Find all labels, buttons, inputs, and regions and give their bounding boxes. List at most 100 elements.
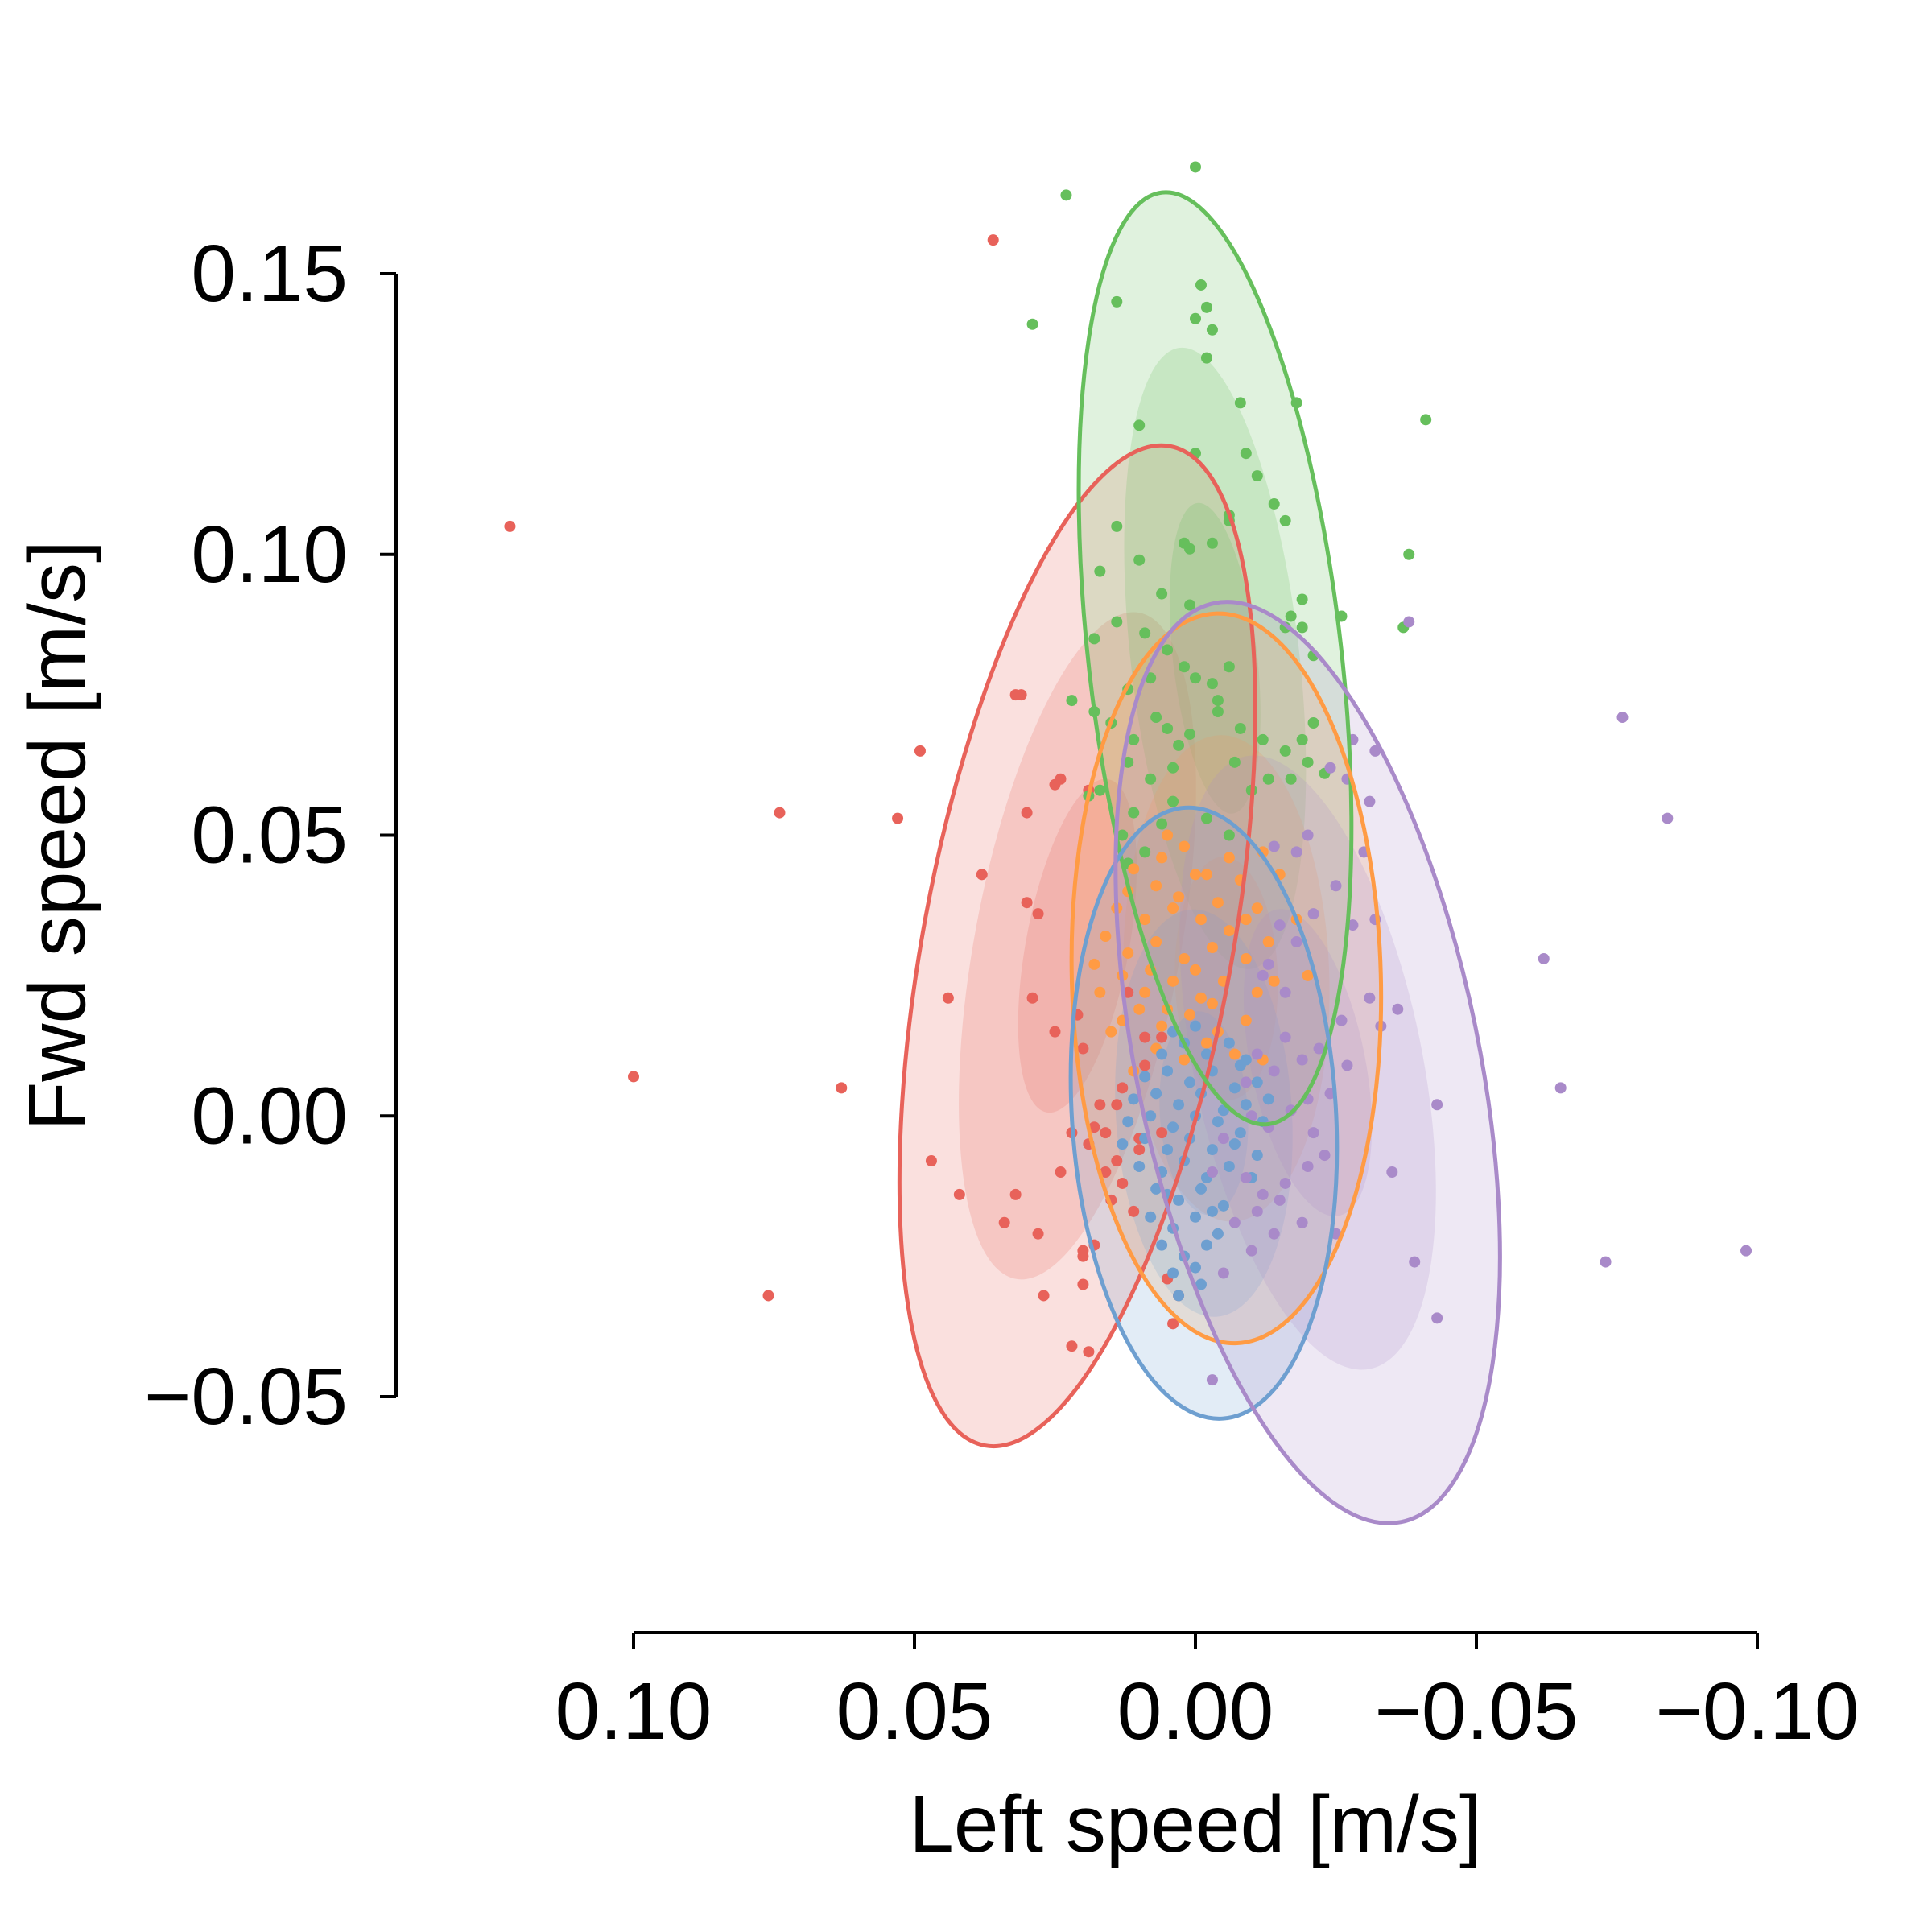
data-point-series-3 [1145,1110,1157,1122]
data-point-series-4 [1341,1059,1353,1071]
data-point-series-1 [1128,807,1140,819]
data-point-series-3 [1167,1267,1179,1279]
data-point-series-3 [1262,1093,1274,1105]
data-point-series-4 [1262,958,1274,970]
y-tick-label: −0.05 [144,1352,348,1442]
data-point-series-0 [925,1155,937,1167]
data-point-series-4 [1245,1110,1257,1122]
y-axis: −0.05 0.00 0.05 0.10 0.15 [144,229,398,1442]
data-point-series-0 [1139,1031,1151,1043]
x-tick-label: 0.00 [1117,1666,1274,1757]
data-point-series-3 [1234,1059,1246,1071]
data-point-series-4 [1240,1171,1252,1183]
data-point-series-1 [1296,593,1308,605]
data-point-series-4 [1257,969,1269,981]
ellipse-outline-series-1 [1076,190,1354,1127]
data-point-series-1 [1240,448,1252,460]
data-point-series-3 [1217,1199,1229,1212]
data-point-series-4 [1330,880,1342,892]
data-point-series-4 [1392,1003,1404,1015]
data-point-series-3 [1167,1121,1179,1133]
data-point-series-1 [1156,818,1168,830]
data-point-series-2 [1156,852,1168,864]
data-point-series-2 [1162,829,1174,841]
data-point-series-4 [1662,812,1674,824]
data-point-series-0 [1077,1042,1089,1055]
data-point-series-3 [1173,1194,1185,1206]
data-point-series-2 [1133,1003,1146,1015]
data-point-series-4 [1313,1042,1325,1055]
data-point-series-1 [1111,616,1123,628]
data-point-series-3 [1173,1290,1185,1302]
data-point-series-3 [1212,1116,1224,1128]
data-point-series-4 [1600,1256,1612,1268]
data-point-series-2 [1302,969,1314,981]
data-point-series-1 [1200,301,1212,313]
data-point-series-1 [1162,644,1174,656]
x-tick-label: −0.05 [1374,1666,1578,1757]
data-point-series-0 [1077,1278,1089,1290]
ellipse-outline-series-4 [1113,600,1502,1525]
ellipse-fill-series-3 [1115,909,1293,1317]
data-point-series-1 [1167,762,1179,774]
data-point-series-4 [1307,1127,1319,1139]
ellipse-fill-series-4 [1115,601,1501,1524]
data-point-series-4 [1279,1031,1291,1043]
data-point-series-3 [1206,1144,1218,1156]
data-point-series-3 [1223,1161,1235,1173]
data-point-series-2 [1206,942,1218,953]
data-point-series-0 [1026,992,1038,1004]
y-axis-title: Fwd speed [m/s] [12,540,102,1131]
ellipse-outline-series-2 [1069,611,1384,1346]
data-point-series-3 [1139,1071,1151,1083]
data-point-series-0 [504,520,516,532]
data-point-series-3 [1228,1082,1241,1094]
data-point-series-4 [1538,952,1550,964]
data-point-series-1 [1139,846,1151,858]
y-tick-label: 0.05 [191,791,348,881]
data-point-series-2 [1195,914,1207,926]
data-point-series-4 [1347,919,1359,931]
data-point-series-0 [1094,1099,1106,1111]
data-point-series-2 [1094,986,1106,998]
data-point-series-0 [1049,1026,1061,1038]
data-point-series-1 [1060,189,1072,201]
data-point-series-0 [1032,1228,1044,1240]
data-point-series-0 [1100,1166,1112,1178]
data-point-series-3 [1200,1239,1212,1251]
data-point-series-3 [1117,1138,1129,1150]
data-point-series-1 [1296,733,1308,745]
y-tick-label: 0.00 [191,1071,348,1161]
data-point-series-1 [1200,352,1212,364]
data-point-series-0 [1100,1127,1112,1139]
data-point-series-4 [1324,762,1336,774]
data-point-series-1 [1307,717,1319,729]
data-point-series-4 [1268,840,1280,852]
data-point-series-1 [1279,745,1291,757]
ellipse-fill-series-0 [959,612,1196,1280]
data-point-series-4 [1251,1048,1263,1060]
data-point-series-2 [1150,880,1162,892]
data-point-series-3 [1200,1048,1212,1060]
data-point-series-0 [987,234,999,246]
data-point-series-3 [1240,1099,1252,1111]
data-point-series-4 [1409,1256,1421,1268]
data-point-series-3 [1173,1099,1185,1111]
data-point-series-2 [1212,897,1224,909]
data-point-series-2 [1223,852,1235,864]
data-point-series-3 [1162,1065,1174,1077]
data-point-series-1 [1285,610,1297,622]
data-point-series-0 [1055,773,1067,785]
data-point-series-2 [1251,902,1263,914]
data-point-series-1 [1145,773,1157,785]
data-point-series-0 [1128,1205,1140,1217]
data-point-series-2 [1150,936,1162,948]
ellipse-fill-series-1 [1124,347,1307,969]
data-point-series-0 [1038,1290,1050,1302]
data-point-series-4 [1290,936,1302,948]
data-point-series-2 [1088,958,1100,970]
ellipse-outline-series-3 [1068,805,1340,1421]
data-point-series-2 [1262,936,1274,948]
data-point-series-0 [1009,689,1022,701]
data-point-series-4 [1403,616,1415,628]
